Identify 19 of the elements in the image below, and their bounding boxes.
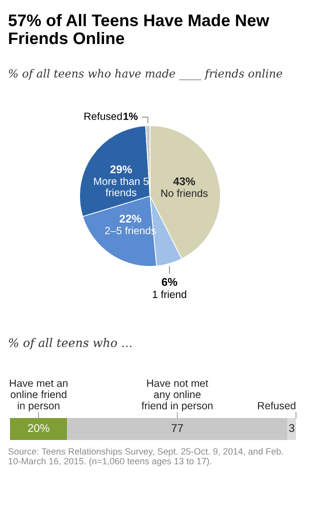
data-label: 6% — [162, 278, 178, 286]
slice-label: No friends — [161, 189, 208, 197]
data-label: 43% — [173, 177, 196, 186]
chart-subtitle: % of all teens who have made ____ friends online — [8, 69, 282, 80]
slice-label: 1 friend — [152, 290, 186, 298]
slice-label: Refused — [84, 112, 122, 120]
data-label: 22% — [120, 214, 142, 223]
series-label: Refused — [258, 402, 296, 410]
data-label: 29% — [110, 165, 132, 174]
chart-subtitle: % of all teens who ... — [8, 338, 132, 350]
data-label: 3 — [289, 424, 294, 432]
series-label: Have met an online friend in person — [10, 380, 68, 412]
data-label: 1% — [124, 112, 138, 120]
data-label: 20% — [28, 424, 50, 432]
chart-title: 57% of All Teens Have Made New Friends Online — [8, 14, 270, 44]
data-label: 77 — [172, 424, 183, 432]
series-label: Have not met any online friend in person — [142, 380, 213, 412]
source-note: Source: Teens Relationships Survey, Sept. 25-Oct. 9, 2014, and Feb. 10-March 16, 2015. (n=1,060 teens ages 13 to 17). — [8, 448, 283, 466]
slice-label: More than 5 friends — [94, 177, 148, 196]
